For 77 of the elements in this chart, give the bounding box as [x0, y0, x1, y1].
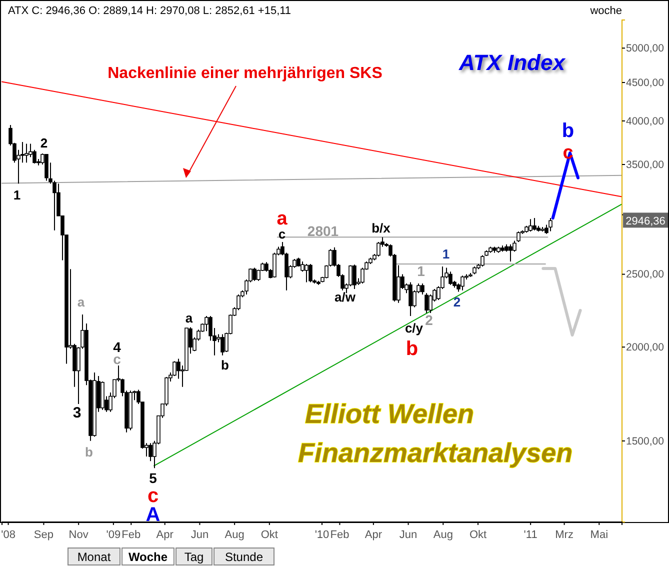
candlestick	[376, 241, 380, 257]
candlestick	[148, 442, 152, 462]
candlestick	[516, 231, 520, 242]
x-tick-label: '11	[524, 528, 538, 541]
x-tick-label: '09	[106, 528, 121, 541]
annotation: 1	[442, 246, 450, 262]
annotation: a	[77, 294, 86, 310]
x-tick-label: Jun	[190, 528, 209, 541]
candlestick	[548, 218, 552, 232]
y-tick-label: 4000,00	[626, 115, 664, 128]
candlestick	[420, 283, 424, 295]
candlestick	[532, 218, 536, 231]
x-tick-label: Mai	[590, 528, 608, 541]
annotation: A	[146, 504, 160, 526]
annotation: Elliott Wellen	[305, 399, 474, 429]
annotation: a/w	[334, 290, 356, 305]
annotation: a	[185, 310, 194, 326]
y-tick-label: 2500,00	[626, 268, 664, 281]
candlestick	[24, 143, 28, 164]
candlestick	[408, 282, 412, 316]
x-tick-label: Mrz	[555, 528, 574, 541]
annotation: 1	[13, 188, 21, 203]
text: woche	[589, 5, 622, 17]
annotation: 3	[72, 404, 82, 422]
annotation: b	[562, 120, 574, 142]
text: Monat	[77, 550, 112, 564]
candlestick	[252, 267, 256, 282]
annotation: c/y	[404, 320, 424, 336]
annotation: b	[406, 338, 418, 360]
x-tick-label: Aug	[224, 528, 244, 541]
y-tick-label: 3500,00	[626, 158, 664, 171]
y-tick-label: 1500,00	[626, 435, 664, 448]
annotation: c	[147, 485, 159, 507]
x-tick-label: Okt	[260, 528, 278, 541]
candlestick	[528, 218, 532, 232]
candlestick	[448, 271, 452, 286]
candlestick	[204, 315, 208, 332]
annotation: 1	[417, 262, 426, 279]
x-tick-label: Jun	[399, 528, 418, 541]
x-tick-label: '10	[314, 528, 330, 541]
annotation: 2	[40, 136, 48, 151]
candlestick	[424, 292, 428, 314]
annotation: b	[221, 358, 230, 373]
annotation: Finanzmarktanalysen	[298, 438, 573, 468]
y-tick-label: 2000,00	[626, 341, 664, 354]
x-tick-label: Apr	[156, 528, 174, 541]
text: ATX Index	[458, 50, 566, 75]
x-tick-label: '08	[1, 528, 16, 541]
annotation: 2801	[307, 222, 339, 239]
y-tick-label: 4500,00	[626, 76, 664, 89]
text: Stunde	[224, 550, 264, 564]
x-tick-label: Nov	[68, 528, 89, 541]
y-tick-label: 5000,00	[626, 42, 664, 54]
candlestick	[508, 244, 512, 262]
annotation: 5	[149, 470, 158, 486]
candlestick	[460, 275, 464, 291]
annotation: b/x	[372, 220, 392, 236]
text: Woche	[128, 550, 168, 564]
candlestick	[304, 263, 308, 283]
x-tick-label: Apr	[364, 528, 382, 541]
candlestick	[480, 254, 484, 268]
annotation: Nackenlinie einer mehrjährigen SKS	[108, 65, 383, 82]
text: 2946,36	[626, 216, 666, 228]
annotation: b	[85, 444, 94, 460]
x-tick-label: Feb	[122, 528, 141, 541]
text: ATX C: 2946,36 O: 2889,14 H: 2970,08 L: 2852,61 +15,11	[8, 5, 292, 17]
x-tick-label: Feb	[330, 528, 350, 541]
x-tick-label: Okt	[469, 528, 487, 541]
text: Tag	[184, 550, 204, 564]
x-tick-label: Aug	[433, 528, 453, 541]
candlestick	[308, 263, 312, 283]
candlestick	[220, 334, 224, 356]
x-tick-label: Sep	[34, 528, 54, 541]
candlestick	[44, 154, 48, 182]
annotation: 2	[453, 294, 461, 310]
candlestick	[352, 264, 356, 290]
annotation: 2	[425, 312, 434, 328]
